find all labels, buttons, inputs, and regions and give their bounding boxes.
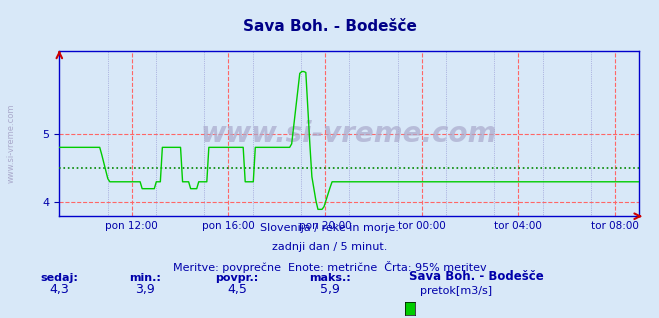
Text: 5,9: 5,9 <box>320 283 339 296</box>
Text: www.si-vreme.com: www.si-vreme.com <box>201 120 498 148</box>
Text: Meritve: povprečne  Enote: metrične  Črta: 95% meritev: Meritve: povprečne Enote: metrične Črta:… <box>173 261 486 273</box>
Text: 4,3: 4,3 <box>49 283 69 296</box>
Text: Slovenija / reke in morje.: Slovenija / reke in morje. <box>260 223 399 232</box>
Text: Sava Boh. - Bodešče: Sava Boh. - Bodešče <box>409 270 543 283</box>
Text: maks.:: maks.: <box>308 273 351 283</box>
Text: sedaj:: sedaj: <box>40 273 78 283</box>
Text: Sava Boh. - Bodešče: Sava Boh. - Bodešče <box>243 19 416 34</box>
Text: 3,9: 3,9 <box>135 283 155 296</box>
Text: 4,5: 4,5 <box>227 283 247 296</box>
Text: zadnji dan / 5 minut.: zadnji dan / 5 minut. <box>272 242 387 252</box>
Text: www.si-vreme.com: www.si-vreme.com <box>7 103 16 183</box>
Text: pretok[m3/s]: pretok[m3/s] <box>420 286 492 296</box>
Text: povpr.:: povpr.: <box>215 273 259 283</box>
Text: min.:: min.: <box>129 273 161 283</box>
